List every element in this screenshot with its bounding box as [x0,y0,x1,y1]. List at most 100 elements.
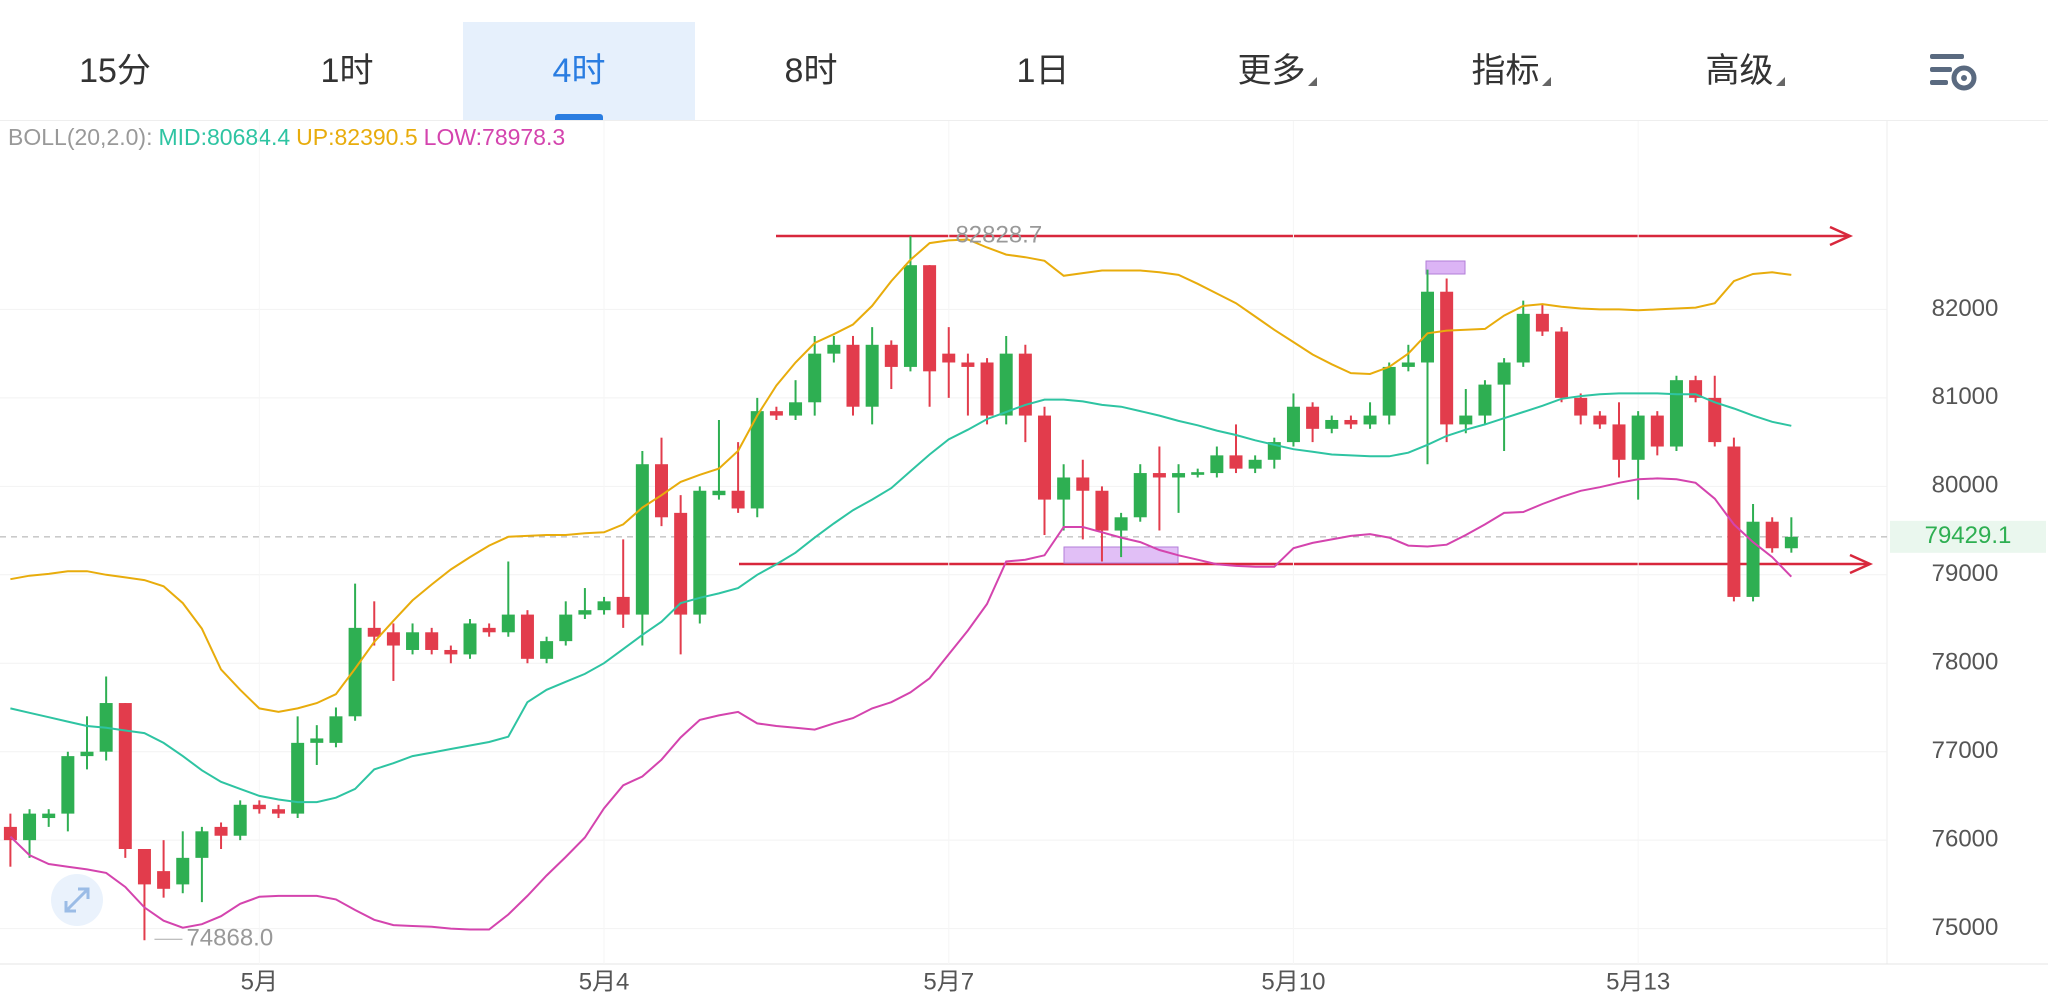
y-tick-label: 80000 [1932,472,1999,499]
candle-body [1574,397,1588,416]
drawn-box [1425,260,1466,275]
tab-label: 1时 [320,52,374,90]
boll-line [9,477,1793,931]
low-label: 74868.0 [186,925,273,952]
y-tick-label: 81000 [1932,383,1999,410]
candle-body [1325,419,1339,429]
candle-body [540,641,554,659]
candle-body [272,809,285,814]
candle-body [1650,415,1664,447]
candle-body [1248,459,1262,469]
y-tick-label: 78000 [1932,649,1999,676]
candle-body [425,632,439,650]
indicator-legend: BOLL(20,2.0): MID:80684.4 UP:82390.5 LOW:78… [8,124,565,151]
candle-body [463,623,477,655]
legend-entry: UP:82390.5 [296,124,418,150]
candle-body [942,353,956,363]
candle-body [731,490,745,509]
x-tick-label: 5月7 [923,968,974,995]
candle-body [482,627,496,633]
candle-body [999,353,1013,416]
y-tick-label: 79000 [1932,560,1999,587]
candle-body [252,804,266,810]
drawn-line [739,225,1874,575]
tab-label: 指标 [1471,52,1540,90]
expand-icon[interactable] [51,874,103,926]
candle-body [1133,473,1147,518]
settings-icon[interactable] [1928,50,1980,94]
candle-body [597,601,611,611]
candle-body [884,344,898,367]
candle-body [789,402,803,416]
candle-body [865,344,879,407]
tab-label: 4时 [552,52,606,90]
tab[interactable]: 指标 [1395,22,1627,120]
candle-body [80,751,94,757]
y-tick-label: 77000 [1932,737,1999,764]
dropdown-marker [1541,77,1551,86]
candle-body [1784,536,1798,549]
candle-body [674,512,688,615]
candle-body [348,627,362,717]
candle-body [520,614,534,659]
candle-body [386,632,400,646]
tab[interactable]: 1时 [231,22,463,120]
candle-body [1631,415,1645,460]
tab[interactable]: 1日 [927,22,1159,120]
candle-body [961,362,975,367]
y-tick-label: 82000 [1932,295,1999,322]
high-label: 82828.7 [955,221,1042,248]
tab[interactable]: 更多 [1161,22,1393,120]
last-price-box [1890,520,2046,553]
candle-body [1114,517,1128,531]
candle-body [233,804,247,836]
y-tick-label: 76000 [1932,826,1999,853]
candle-body [1152,473,1166,478]
candle-body [1478,384,1492,416]
candle-body [501,614,515,633]
candle-body [1765,521,1779,549]
candle-body [1535,313,1549,332]
dropdown-marker [1307,77,1317,86]
candle-body [635,464,649,615]
last-price-label: 79429.1 [1925,522,2012,549]
tab-label: 15分 [79,52,151,90]
candle-body [827,344,841,354]
tab[interactable]: 8时 [695,22,927,120]
candle-body [1612,424,1626,460]
candle-body [1229,455,1243,469]
candle-body [903,265,917,367]
candle-body [406,632,420,650]
candle-body [1555,331,1569,398]
tab[interactable]: 15分 [0,22,231,120]
candle-body [176,857,190,885]
tab-label: 高级 [1705,52,1774,90]
candle-body [1286,406,1300,443]
candle-body [1669,380,1683,447]
candle-body [157,871,171,889]
candle-body [61,756,75,814]
candle-body [616,596,630,615]
candle-body [980,362,994,416]
boll-line [10,238,1792,713]
boll-line [10,392,1792,804]
candle-body [750,411,764,509]
legend-entry: MID:80684.4 [158,124,291,150]
dropdown-marker [1775,77,1785,86]
candle-body [3,826,17,841]
candle-body [808,353,822,403]
candle-body [1191,472,1205,475]
candle-body [1516,313,1530,363]
tab[interactable]: 4时 [463,22,695,120]
x-tick-label: 5月 [241,968,278,995]
candle-body [1306,406,1320,429]
tab[interactable]: 高级 [1629,22,1861,120]
candle-body [769,411,783,416]
candle-body [1382,366,1396,416]
candle-body [1363,415,1377,425]
candle-body [195,831,209,858]
x-tick-label: 5月10 [1261,968,1325,995]
candle-body [1344,419,1358,425]
